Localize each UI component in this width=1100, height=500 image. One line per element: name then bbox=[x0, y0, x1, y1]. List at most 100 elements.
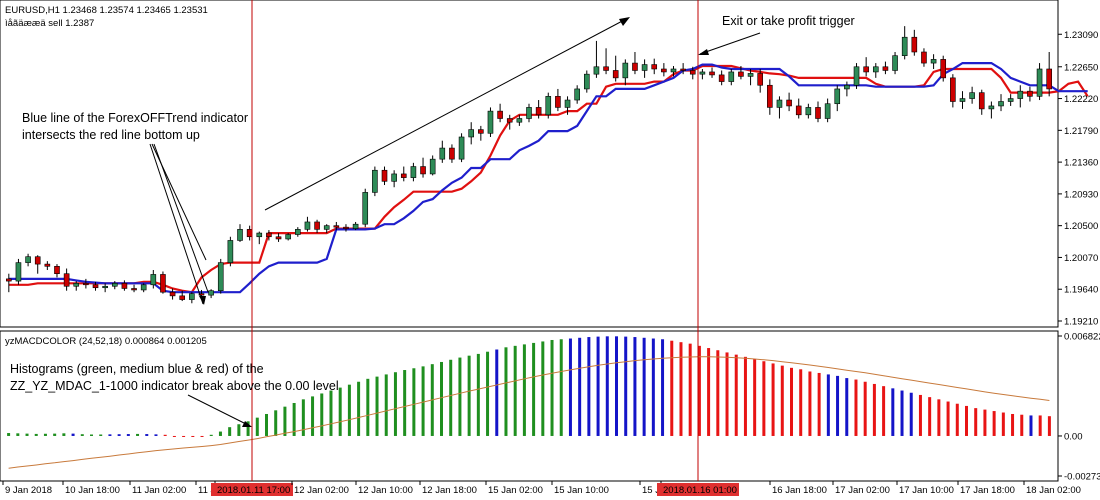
histogram-bar bbox=[255, 417, 259, 436]
candle-body bbox=[824, 103, 831, 119]
candle-body bbox=[1036, 68, 1043, 97]
exit-pointer bbox=[699, 32, 761, 55]
histogram-bar bbox=[1001, 412, 1005, 436]
time-tick-label: 12 Jan 10:00 bbox=[358, 485, 413, 496]
histogram-bar bbox=[458, 357, 462, 436]
histogram-bar bbox=[486, 351, 490, 436]
histogram-bar bbox=[449, 359, 453, 436]
histogram-bar bbox=[891, 388, 895, 436]
candle-body bbox=[506, 118, 513, 123]
candle-body bbox=[1007, 98, 1014, 102]
price-tick-label: 1.22220 bbox=[1064, 94, 1098, 105]
histogram-bar bbox=[937, 399, 941, 436]
blue-line-annotation-2: intersects the red line bottom up bbox=[22, 128, 200, 142]
candle-body bbox=[805, 107, 812, 116]
time-tick-label: 12 Jan 02:00 bbox=[294, 485, 349, 496]
time-tick-label: 2018.01.11 17:00 bbox=[217, 485, 290, 496]
candle-body bbox=[959, 98, 966, 102]
histogram-pointer-head bbox=[242, 421, 252, 427]
candle-body bbox=[632, 62, 638, 71]
histogram-bar bbox=[707, 348, 711, 436]
candle-body bbox=[15, 262, 22, 282]
histogram-bar bbox=[568, 338, 572, 436]
histogram-bar bbox=[743, 356, 747, 436]
candle-body bbox=[689, 70, 696, 75]
candle-body bbox=[73, 283, 80, 287]
time-tick-label: 12 Jan 18:00 bbox=[422, 485, 477, 496]
candle-body bbox=[400, 173, 407, 178]
candle-body bbox=[323, 225, 330, 230]
candle-body bbox=[882, 66, 889, 71]
histogram-bar bbox=[559, 339, 563, 436]
blue-line bbox=[8, 61, 1088, 294]
candle-body bbox=[131, 288, 137, 291]
time-tick-label: 16 Jan 18:00 bbox=[772, 485, 827, 496]
candle-body bbox=[343, 226, 349, 229]
histogram-bar bbox=[651, 338, 655, 436]
candle-body bbox=[670, 68, 677, 73]
histogram-bar bbox=[882, 386, 886, 436]
time-tick-label: 17 Jan 18:00 bbox=[960, 485, 1015, 496]
candle-body bbox=[863, 66, 869, 73]
candle-body bbox=[439, 147, 446, 160]
candle-body bbox=[314, 221, 320, 230]
candle-body bbox=[940, 59, 947, 79]
price-tick-label: 1.22650 bbox=[1064, 62, 1098, 73]
candle-body bbox=[738, 71, 744, 77]
candle-body bbox=[988, 105, 995, 110]
candle-body bbox=[622, 62, 629, 79]
histogram-bar bbox=[900, 390, 904, 436]
histogram-bar bbox=[403, 370, 407, 436]
candle-body bbox=[526, 107, 532, 119]
candle-body bbox=[285, 234, 291, 240]
candle-body bbox=[352, 223, 359, 229]
candle-body bbox=[574, 88, 580, 101]
candle-body bbox=[54, 266, 60, 275]
price-tick-label: 1.20500 bbox=[1064, 221, 1098, 232]
candle-body bbox=[304, 221, 311, 230]
histogram-bar bbox=[393, 372, 397, 436]
trend-arrow bbox=[264, 17, 629, 211]
histogram-bar bbox=[25, 433, 29, 436]
histogram-bar bbox=[780, 365, 784, 436]
candle-body bbox=[111, 283, 118, 287]
histogram-bar bbox=[697, 345, 701, 436]
histogram-bar bbox=[642, 337, 646, 436]
candle-body bbox=[786, 99, 792, 107]
price-tick-label: 1.23090 bbox=[1064, 30, 1098, 41]
histogram-bar bbox=[578, 337, 582, 436]
macd-histogram-layer bbox=[7, 336, 1051, 469]
histogram-bar bbox=[854, 379, 858, 436]
histogram-bar bbox=[753, 359, 757, 436]
histogram-bar bbox=[762, 361, 766, 436]
histogram-bar bbox=[301, 399, 305, 436]
price-panel bbox=[0, 0, 1059, 328]
candle-body bbox=[333, 225, 340, 228]
histogram-bar bbox=[845, 378, 849, 436]
candle-body bbox=[189, 293, 195, 300]
histogram-bar bbox=[504, 347, 508, 436]
histogram-bar bbox=[872, 383, 876, 436]
pointer-head bbox=[199, 296, 206, 305]
candle-body bbox=[160, 274, 166, 293]
candle-body bbox=[757, 73, 763, 86]
time-tick-label: 15 Jan 10:00 bbox=[554, 485, 609, 496]
candle-body bbox=[516, 118, 523, 123]
histogram-bar bbox=[992, 411, 996, 436]
candle-body bbox=[545, 96, 552, 116]
histogram-bar bbox=[440, 361, 443, 436]
histogram-bar bbox=[163, 434, 167, 436]
candle-body bbox=[815, 107, 821, 119]
candle-body bbox=[198, 293, 205, 296]
candle-body bbox=[179, 295, 186, 300]
price-tick-label: 1.21360 bbox=[1064, 158, 1098, 169]
time-tick-label: 11 Jan 02:00 bbox=[132, 485, 186, 496]
candle-body bbox=[83, 283, 89, 286]
histogram-bar bbox=[790, 367, 793, 436]
time-tick-label: 9 Jan 2018 bbox=[5, 485, 52, 496]
candle-body bbox=[429, 158, 436, 175]
candle-body bbox=[651, 64, 658, 70]
candle-body bbox=[834, 88, 841, 105]
candle-body bbox=[564, 99, 571, 108]
exit-pointer-head bbox=[698, 49, 709, 55]
